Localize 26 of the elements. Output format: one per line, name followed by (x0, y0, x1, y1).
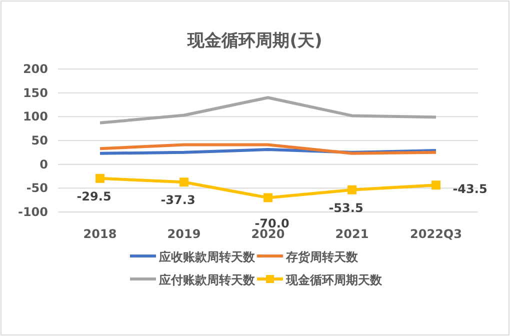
data-label: -37.3 (160, 193, 196, 208)
x-tick-label: 2020 (251, 227, 285, 241)
x-tick-label: 2021 (335, 227, 369, 241)
x-tick-label: 2018 (83, 227, 117, 241)
point (96, 174, 104, 183)
data-label: -53.5 (328, 200, 364, 215)
point (432, 180, 440, 190)
y-tick-label: -100 (18, 205, 48, 219)
legend-label: 现金循环周期天数 (285, 273, 383, 287)
y-tick-label: 100 (22, 110, 48, 124)
y-tick-label: -50 (26, 181, 48, 196)
data-label: -43.5 (452, 182, 488, 196)
y-tick-label: 150 (22, 86, 48, 100)
data-label: -29.5 (76, 189, 112, 204)
legend-label: 应收账款周转天数 (158, 250, 256, 264)
point (264, 193, 272, 202)
legend-label: 应付账款周转天数 (158, 273, 256, 287)
legend-label: 存货周转天数 (285, 250, 359, 264)
point (348, 185, 356, 194)
y-tick-label: 200 (22, 62, 48, 76)
y-tick-label: 0 (40, 157, 48, 172)
point (180, 178, 188, 187)
chart-title: 现金循环周期(天) (186, 31, 322, 51)
x-tick-label: 2022Q3 (410, 227, 462, 241)
y-tick-label: 50 (31, 134, 48, 148)
x-tick-label: 2019 (167, 227, 201, 241)
